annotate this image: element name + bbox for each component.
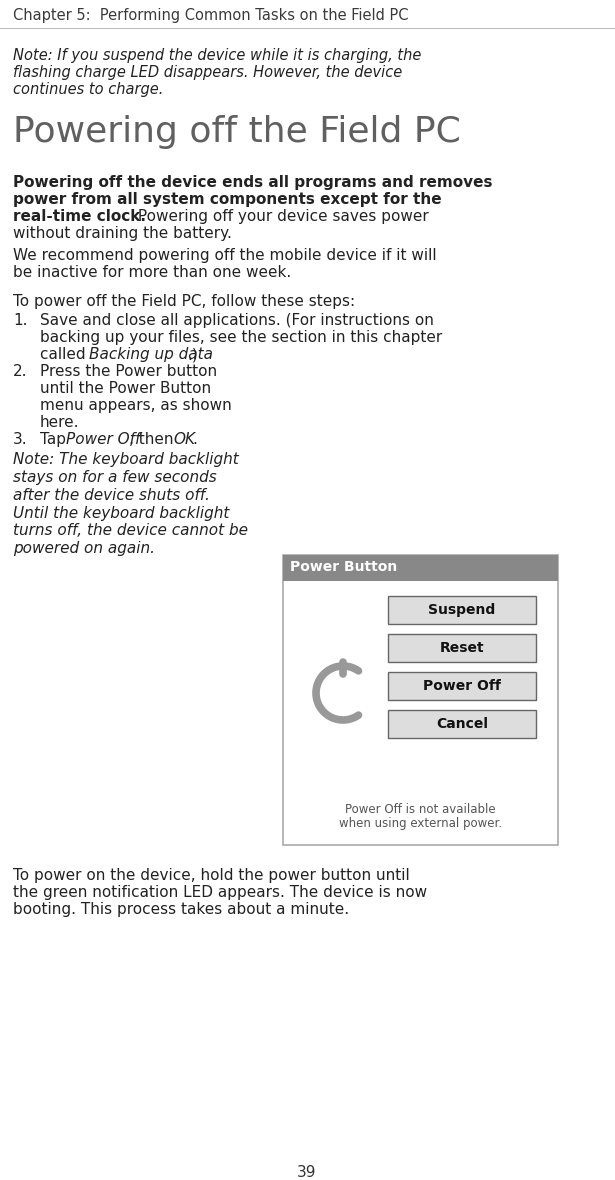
Text: Backing up data: Backing up data [89, 347, 213, 362]
Text: Power Off: Power Off [423, 678, 501, 693]
Text: To power off the Field PC, follow these steps:: To power off the Field PC, follow these … [13, 294, 355, 309]
Text: here.: here. [40, 415, 79, 430]
Text: 3.: 3. [13, 432, 28, 447]
Text: Note: The keyboard backlight: Note: The keyboard backlight [13, 452, 239, 467]
Text: 1.: 1. [13, 313, 28, 328]
Text: Note: If you suspend the device while it is charging, the: Note: If you suspend the device while it… [13, 48, 421, 63]
Text: menu appears, as shown: menu appears, as shown [40, 398, 232, 413]
Text: Until the keyboard backlight: Until the keyboard backlight [13, 505, 229, 520]
Text: flashing charge LED disappears. However, the device: flashing charge LED disappears. However,… [13, 65, 402, 80]
Text: OK: OK [173, 432, 195, 447]
Text: stays on for a few seconds: stays on for a few seconds [13, 470, 216, 485]
Text: Powering off the device ends all programs and removes: Powering off the device ends all program… [13, 175, 493, 190]
Text: .: . [192, 432, 197, 447]
Text: Press the Power button: Press the Power button [40, 363, 217, 379]
Text: 2.: 2. [13, 363, 28, 379]
Text: Save and close all applications. (For instructions on: Save and close all applications. (For in… [40, 313, 434, 328]
Text: Power Button: Power Button [290, 560, 397, 573]
FancyBboxPatch shape [283, 555, 558, 845]
Text: Cancel: Cancel [436, 717, 488, 730]
Text: Chapter 5:  Performing Common Tasks on the Field PC: Chapter 5: Performing Common Tasks on th… [13, 8, 408, 22]
Text: Powering off your device saves power: Powering off your device saves power [133, 209, 429, 224]
Text: Reset: Reset [440, 641, 485, 655]
FancyBboxPatch shape [388, 671, 536, 700]
Text: turns off, the device cannot be: turns off, the device cannot be [13, 524, 248, 538]
Text: 39: 39 [297, 1165, 317, 1180]
Text: Power Off is not available: Power Off is not available [345, 804, 496, 817]
Text: Power Off: Power Off [66, 432, 140, 447]
Text: , then: , then [129, 432, 178, 447]
FancyBboxPatch shape [388, 710, 536, 738]
Text: continues to charge.: continues to charge. [13, 81, 164, 97]
FancyBboxPatch shape [388, 634, 536, 662]
Text: To power on the device, hold the power button until: To power on the device, hold the power b… [13, 868, 410, 883]
Text: .): .) [187, 347, 198, 362]
Text: until the Power Button: until the Power Button [40, 381, 211, 396]
Text: called: called [40, 347, 90, 362]
Text: the green notification LED appears. The device is now: the green notification LED appears. The … [13, 885, 427, 900]
Text: power from all system components except for the: power from all system components except … [13, 192, 442, 206]
Text: We recommend powering off the mobile device if it will: We recommend powering off the mobile dev… [13, 248, 437, 263]
Text: booting. This process takes about a minute.: booting. This process takes about a minu… [13, 902, 349, 917]
Text: Tap: Tap [40, 432, 71, 447]
Text: Suspend: Suspend [429, 603, 496, 617]
Text: without draining the battery.: without draining the battery. [13, 227, 232, 241]
Text: real-time clock.: real-time clock. [13, 209, 146, 224]
Text: be inactive for more than one week.: be inactive for more than one week. [13, 266, 292, 280]
Text: Powering off the Field PC: Powering off the Field PC [13, 114, 461, 149]
Text: powered on again.: powered on again. [13, 542, 155, 556]
FancyBboxPatch shape [283, 555, 558, 581]
FancyBboxPatch shape [388, 596, 536, 624]
Text: after the device shuts off.: after the device shuts off. [13, 487, 210, 503]
Text: when using external power.: when using external power. [339, 817, 502, 830]
Text: backing up your files, see the section in this chapter: backing up your files, see the section i… [40, 330, 442, 345]
